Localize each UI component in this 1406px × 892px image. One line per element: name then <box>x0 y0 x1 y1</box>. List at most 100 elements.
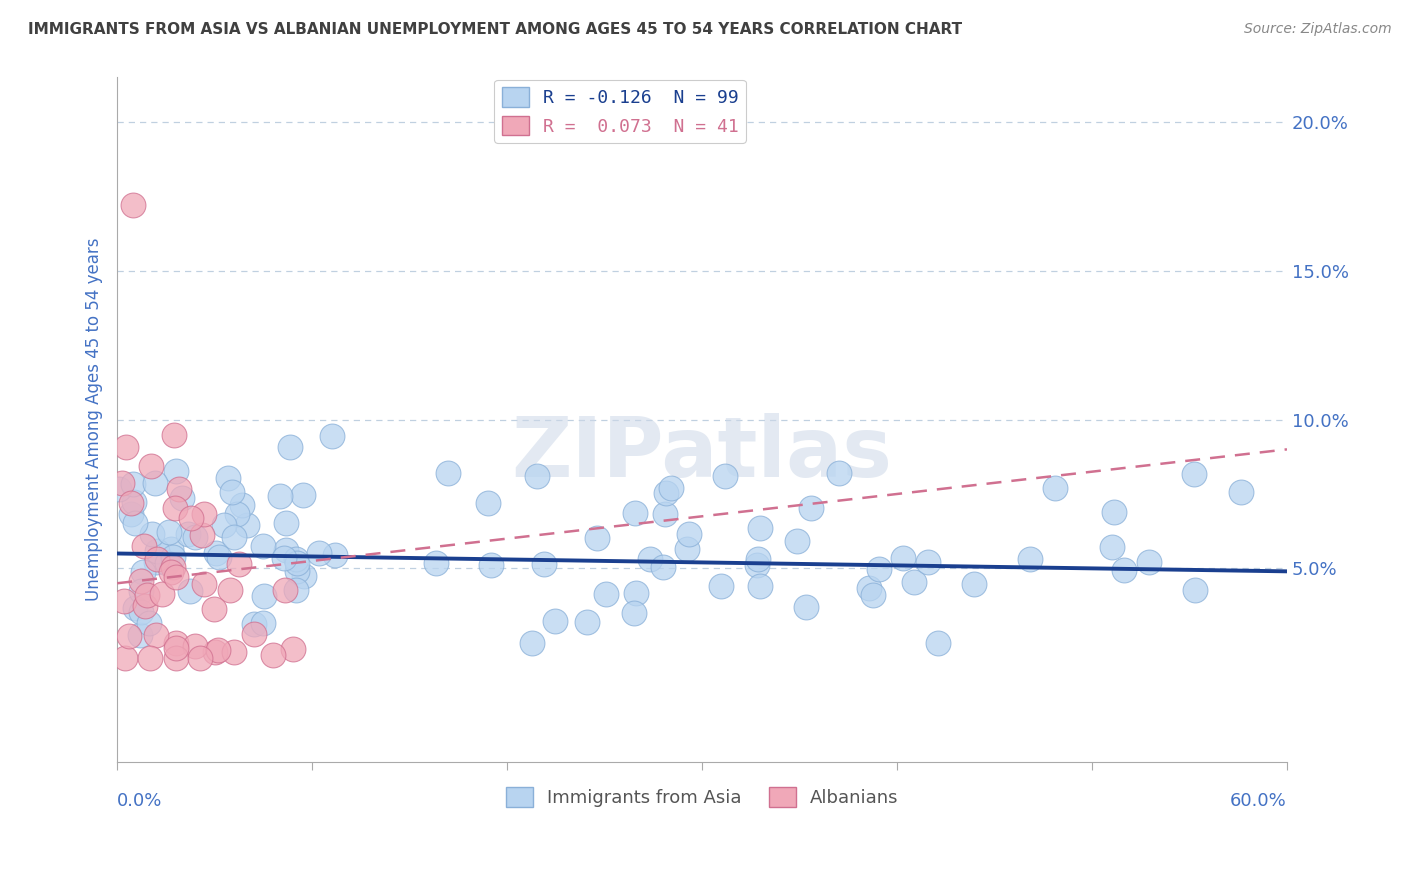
Point <box>786 533 808 548</box>
Point <box>285 556 308 570</box>
Point <box>748 520 770 534</box>
Point <box>292 569 315 583</box>
Point <box>1184 467 1206 482</box>
Point <box>526 468 548 483</box>
Point <box>585 531 607 545</box>
Point <box>858 581 880 595</box>
Point <box>128 627 150 641</box>
Point <box>202 602 225 616</box>
Point <box>917 555 939 569</box>
Point <box>143 476 166 491</box>
Point <box>242 627 264 641</box>
Point <box>252 616 274 631</box>
Point <box>710 579 733 593</box>
Point <box>139 458 162 473</box>
Point <box>165 650 187 665</box>
Point <box>150 587 173 601</box>
Point <box>868 562 890 576</box>
Point <box>165 636 187 650</box>
Point <box>172 491 194 506</box>
Point <box>180 511 202 525</box>
Point <box>235 518 257 533</box>
Point <box>479 558 502 572</box>
Point <box>184 530 207 544</box>
Point <box>120 496 142 510</box>
Point <box>654 507 676 521</box>
Point <box>165 640 187 655</box>
Point <box>252 539 274 553</box>
Point <box>193 576 215 591</box>
Point <box>323 548 346 562</box>
Point <box>1043 481 1066 495</box>
Point <box>903 574 925 589</box>
Point <box>624 586 647 600</box>
Point <box>121 476 143 491</box>
Point <box>184 639 207 653</box>
Point <box>193 508 215 522</box>
Point <box>219 583 242 598</box>
Point <box>281 641 304 656</box>
Point <box>108 482 131 496</box>
Point <box>134 599 156 613</box>
Point <box>114 650 136 665</box>
Point <box>165 464 187 478</box>
Point <box>575 615 598 629</box>
Point <box>827 466 849 480</box>
Point <box>146 543 169 558</box>
Text: ZIPatlas: ZIPatlas <box>512 413 893 494</box>
Point <box>676 541 699 556</box>
Point <box>124 600 146 615</box>
Point <box>157 524 180 539</box>
Point <box>114 440 136 454</box>
Point <box>1104 505 1126 519</box>
Point <box>165 570 187 584</box>
Point <box>659 482 682 496</box>
Point <box>640 551 662 566</box>
Point <box>129 574 152 588</box>
Point <box>179 584 201 599</box>
Point <box>321 429 343 443</box>
Point <box>118 629 141 643</box>
Point <box>124 516 146 531</box>
Point <box>284 552 307 566</box>
Point <box>228 557 250 571</box>
Point <box>284 582 307 597</box>
Point <box>274 583 297 598</box>
Point <box>796 599 818 614</box>
Point <box>204 645 226 659</box>
Point <box>963 577 986 591</box>
Point <box>262 648 284 662</box>
Point <box>162 560 184 574</box>
Point <box>285 564 308 578</box>
Point <box>191 527 214 541</box>
Point <box>533 557 555 571</box>
Point <box>749 579 772 593</box>
Point <box>242 616 264 631</box>
Point <box>167 483 190 497</box>
Point <box>623 607 645 621</box>
Legend: Immigrants from Asia, Albanians: Immigrants from Asia, Albanians <box>498 780 905 814</box>
Point <box>112 594 135 608</box>
Point <box>121 198 143 212</box>
Point <box>217 471 239 485</box>
Point <box>927 636 949 650</box>
Point <box>224 645 246 659</box>
Point <box>138 616 160 631</box>
Point <box>425 556 447 570</box>
Point <box>252 589 274 603</box>
Point <box>678 527 700 541</box>
Y-axis label: Unemployment Among Ages 45 to 54 years: Unemployment Among Ages 45 to 54 years <box>86 238 103 601</box>
Point <box>862 588 884 602</box>
Point <box>131 583 153 598</box>
Point <box>1114 563 1136 577</box>
Text: 60.0%: 60.0% <box>1230 791 1286 810</box>
Point <box>747 551 769 566</box>
Point <box>208 549 231 564</box>
Point <box>145 628 167 642</box>
Point <box>226 508 249 522</box>
Point <box>891 550 914 565</box>
Point <box>139 650 162 665</box>
Point <box>122 495 145 509</box>
Point <box>188 650 211 665</box>
Point <box>269 489 291 503</box>
